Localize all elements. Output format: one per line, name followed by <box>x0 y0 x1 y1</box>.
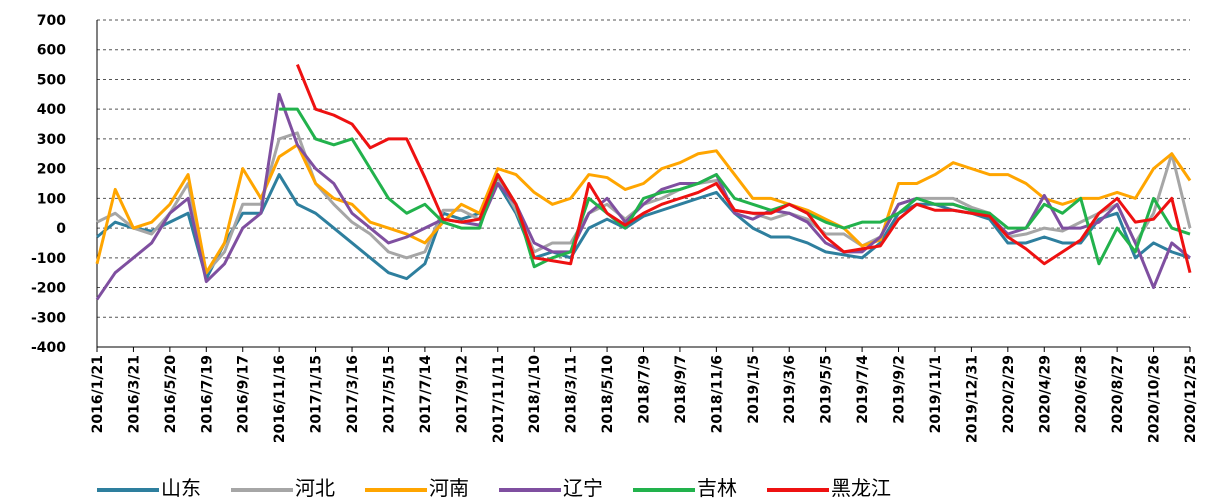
x-tick-label: 2016/5/20 <box>163 355 179 434</box>
series-line <box>295 64 1192 274</box>
x-tick-label: 2017/3/16 <box>345 355 361 433</box>
series-line <box>96 173 1191 281</box>
x-tick-label: 2019/3/6 <box>782 355 798 424</box>
x-tick-label: 2020/2/29 <box>1001 355 1017 433</box>
y-tick-label: 700 <box>37 13 66 29</box>
x-tick-label: 2017/5/15 <box>381 355 397 433</box>
x-tick-label: 2019/5/5 <box>819 355 835 424</box>
x-tick-label: 2018/3/11 <box>564 355 580 433</box>
series-line <box>95 143 1192 275</box>
x-tick-label: 2020/12/25 <box>1183 355 1199 443</box>
x-tick-label: 2017/7/14 <box>418 355 434 434</box>
series-line <box>279 107 1191 269</box>
x-tick-label: 2016/3/21 <box>126 355 142 433</box>
y-tick-label: 500 <box>37 72 66 88</box>
y-tick-label: 100 <box>37 191 66 207</box>
y-tick-label: -300 <box>31 310 66 326</box>
y-tick-label: -200 <box>31 281 66 297</box>
legend-label: 河北 <box>295 476 335 500</box>
x-tick-label: 2018/11/6 <box>709 355 725 433</box>
x-tick-label: 2018/1/10 <box>527 355 543 434</box>
y-tick-label: -100 <box>31 251 66 267</box>
x-tick-label: 2016/1/21 <box>90 355 106 433</box>
legend-label: 辽宁 <box>563 476 603 500</box>
legend-label: 山东 <box>161 476 201 500</box>
x-tick-label: 2020/8/27 <box>1110 355 1126 433</box>
x-tick-label: 2020/10/26 <box>1147 355 1163 443</box>
x-tick-label: 2019/9/2 <box>892 355 908 424</box>
x-tick-label: 2020/6/28 <box>1074 355 1090 433</box>
legend-label: 河南 <box>429 476 469 500</box>
x-tick-label: 2019/12/31 <box>964 355 980 443</box>
x-tick-label: 2016/7/19 <box>199 355 215 433</box>
x-tick-label: 2017/11/11 <box>491 355 507 443</box>
y-tick-label: 200 <box>37 162 66 178</box>
x-tick-label: 2018/9/7 <box>673 355 689 424</box>
y-tick-label: -400 <box>31 340 66 356</box>
series-line <box>95 92 1191 301</box>
y-tick-label: 0 <box>56 221 66 237</box>
x-tick-label: 2017/9/12 <box>454 355 470 433</box>
x-tick-label: 2018/7/9 <box>637 355 653 424</box>
x-tick-label: 2018/5/10 <box>600 355 616 434</box>
x-tick-label: 2016/9/17 <box>236 355 252 433</box>
x-tick-label: 2019/7/4 <box>855 355 871 424</box>
legend-label: 黑龙江 <box>831 476 891 500</box>
x-tick-label: 2019/11/1 <box>928 355 944 433</box>
y-tick-label: 300 <box>37 132 66 148</box>
y-tick-label: 400 <box>37 102 66 118</box>
legend-label: 吉林 <box>697 476 737 500</box>
y-tick-label: 600 <box>37 43 66 59</box>
x-tick-label: 2019/1/5 <box>746 355 762 424</box>
x-tick-label: 2020/4/29 <box>1037 355 1053 433</box>
x-tick-label: 2016/11/16 <box>272 355 288 443</box>
x-tick-label: 2017/1/15 <box>309 355 325 433</box>
